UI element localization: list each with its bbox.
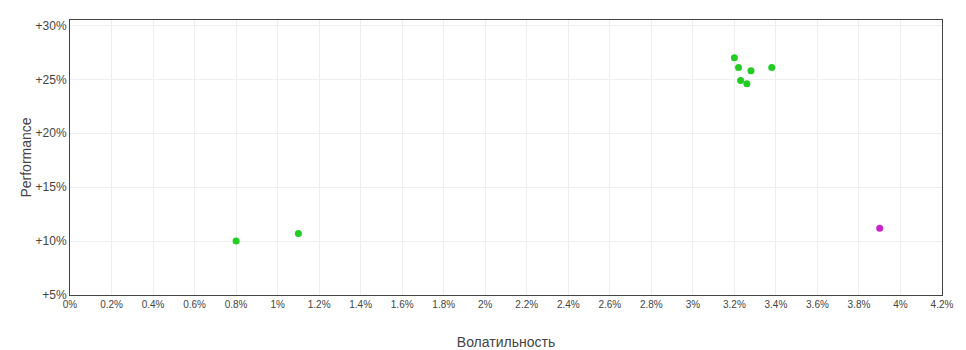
svg-text:1.4%: 1.4% [349,299,372,310]
svg-text:1.2%: 1.2% [308,299,331,310]
svg-text:2.4%: 2.4% [557,299,580,310]
svg-text:+15%: +15% [36,180,67,194]
svg-text:Performance: Performance [18,117,34,197]
svg-text:0.8%: 0.8% [225,299,248,310]
svg-text:0.6%: 0.6% [183,299,206,310]
svg-text:+25%: +25% [36,73,67,87]
svg-text:0%: 0% [63,299,78,310]
svg-text:+30%: +30% [36,19,67,33]
svg-text:3%: 3% [686,299,701,310]
svg-text:4.2%: 4.2% [931,299,954,310]
svg-text:1.6%: 1.6% [391,299,414,310]
svg-text:Волатильность: Волатильность [457,334,555,350]
svg-text:3.2%: 3.2% [723,299,746,310]
svg-text:3.8%: 3.8% [848,299,871,310]
svg-text:+10%: +10% [36,234,67,248]
svg-text:3.6%: 3.6% [806,299,829,310]
svg-text:4%: 4% [893,299,908,310]
svg-text:0.4%: 0.4% [142,299,165,310]
svg-text:0.2%: 0.2% [100,299,123,310]
svg-text:2.8%: 2.8% [640,299,663,310]
svg-text:2%: 2% [478,299,493,310]
svg-text:2.6%: 2.6% [598,299,621,310]
svg-text:+5%: +5% [42,288,67,302]
svg-text:2.2%: 2.2% [515,299,538,310]
svg-text:3.4%: 3.4% [765,299,788,310]
svg-text:1%: 1% [270,299,285,310]
svg-text:+20%: +20% [36,126,67,140]
svg-text:1.8%: 1.8% [432,299,455,310]
